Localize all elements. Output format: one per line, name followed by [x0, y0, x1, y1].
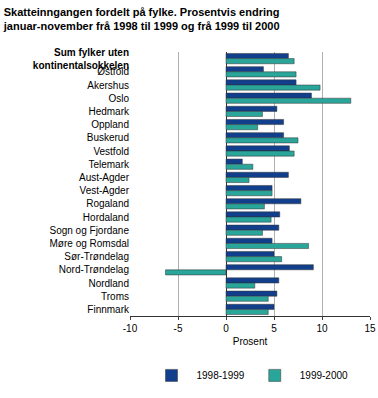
svg-text:Nord-Trøndelag: Nord-Trøndelag — [59, 264, 129, 275]
svg-text:Møre og Romsdal: Møre og Romsdal — [50, 238, 129, 249]
svg-text:Troms: Troms — [101, 291, 129, 302]
svg-text:Hedmark: Hedmark — [88, 106, 130, 117]
svg-text:Østfold: Østfold — [97, 66, 129, 77]
svg-text:Buskerud: Buskerud — [87, 132, 129, 143]
svg-text:Sør-Trøndelag: Sør-Trøndelag — [64, 251, 129, 262]
svg-text:Hordaland: Hordaland — [83, 212, 129, 223]
svg-text:0: 0 — [223, 323, 229, 334]
svg-text:Prosent: Prosent — [233, 336, 268, 347]
svg-text:-10: -10 — [123, 323, 138, 334]
svg-text:Vestfold: Vestfold — [93, 146, 129, 157]
svg-text:1999-2000: 1999-2000 — [300, 370, 348, 381]
svg-text:Vest-Agder: Vest-Agder — [80, 185, 130, 196]
svg-text:Rogaland: Rogaland — [86, 198, 129, 209]
svg-text:Akershus: Akershus — [87, 80, 129, 91]
svg-text:15: 15 — [364, 323, 376, 334]
svg-text:1998-1999: 1998-1999 — [197, 370, 245, 381]
svg-text:5: 5 — [271, 323, 277, 334]
svg-text:Telemark: Telemark — [88, 159, 130, 170]
svg-text:10: 10 — [316, 323, 328, 334]
svg-text:Sogn og Fjordane: Sogn og Fjordane — [49, 225, 129, 236]
svg-text:Oslo: Oslo — [108, 93, 129, 104]
svg-text:Aust-Agder: Aust-Agder — [79, 172, 130, 183]
svg-text:-5: -5 — [174, 323, 183, 334]
svg-text:Sum fylker utenkontinentalsokk: Sum fylker utenkontinentalsokkelen — [33, 47, 129, 71]
svg-text:Finnmark: Finnmark — [87, 304, 130, 315]
svg-text:Oppland: Oppland — [91, 119, 129, 130]
svg-text:Nordland: Nordland — [88, 278, 129, 289]
svg-text:Skatteinngangen fordelt på fyl: Skatteinngangen fordelt på fylke. Prosen… — [3, 6, 280, 32]
